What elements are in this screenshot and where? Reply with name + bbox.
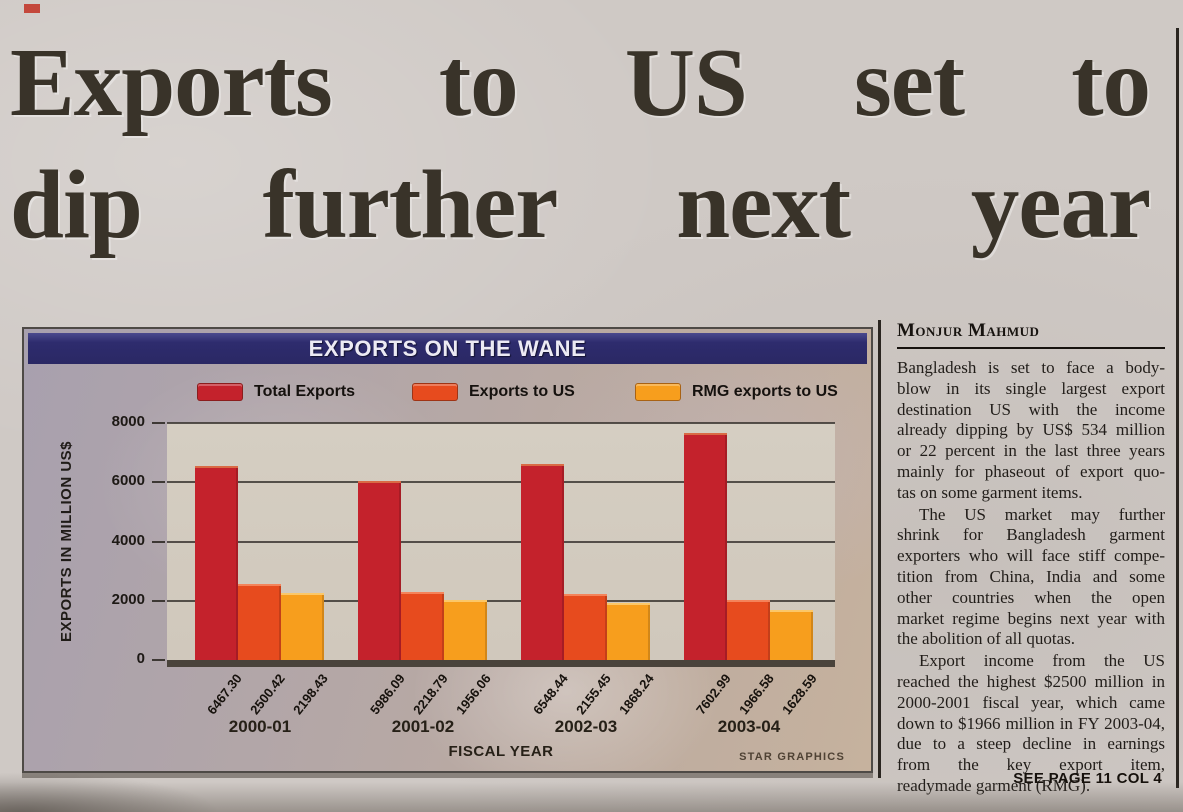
headline-line-1: Exports to US set to	[10, 29, 1151, 136]
y-tick-label: 0	[136, 650, 145, 667]
legend-item: RMG exports to US	[635, 381, 838, 403]
bar-value-label: 2155.45	[573, 671, 614, 718]
print-registration-mark	[24, 4, 40, 13]
corner-shadow	[0, 772, 220, 812]
gridline	[167, 422, 835, 424]
column-rule-left	[878, 320, 881, 778]
article-column: Monjur Mahmud Bangladesh is set to face …	[897, 320, 1165, 798]
article-line: 2000-2001 fiscal year, which came	[897, 692, 1165, 712]
article-line: Bangladesh is set to face a body-	[897, 358, 1165, 377]
article-line: Export income from the US	[919, 651, 1165, 671]
legend-item: Exports to US	[412, 381, 575, 403]
gridline	[167, 599, 835, 602]
headline-line-2: dip further next year	[10, 151, 1151, 258]
article-line: destination US with the income	[897, 399, 1165, 419]
bar	[238, 583, 281, 660]
bar-value-label: 1966.58	[736, 671, 777, 718]
bar-value-label: 1868.24	[616, 671, 657, 718]
article-line: or 22 percent in the last three years	[897, 441, 1165, 461]
y-tick-mark	[152, 540, 165, 543]
chart-credit: STAR GRAPHICS	[739, 751, 845, 763]
y-axis-title: EXPORTS IN MILLION US$	[58, 440, 75, 643]
article-line: due to a steep decline in earnings	[897, 734, 1165, 754]
article-byline: Monjur Mahmud	[897, 320, 1040, 341]
article-body: Bangladesh is set to face a body-blow in…	[897, 358, 1165, 797]
category-label: 2001-02	[391, 717, 455, 736]
bar	[521, 464, 564, 660]
exports-chart-panel: EXPORTS ON THE WANE Total Exports Exports…	[22, 327, 873, 773]
legend-swatch-icon	[197, 383, 243, 401]
byline-rule	[897, 347, 1165, 349]
bar	[358, 480, 401, 660]
bar-value-label: 1956.06	[453, 671, 494, 718]
category-label: 2003-04	[717, 717, 781, 736]
article-line: market regime begins next year with	[897, 608, 1165, 628]
bar	[727, 599, 770, 660]
y-tick-label: 2000	[111, 590, 145, 608]
article-paragraph: Bangladesh is set to face a body-blow in…	[897, 358, 1165, 504]
y-tick-mark	[152, 422, 165, 424]
article-line: exporters who will face stiff compe-	[897, 546, 1165, 566]
article-line: reached the highest $2500 million in	[897, 671, 1165, 691]
article-line: tas on some garment items.	[897, 482, 1083, 502]
article-line: already dipping by US$ 534 million	[897, 420, 1165, 440]
y-tick-mark	[152, 659, 165, 661]
bar-value-label: 5986.09	[367, 671, 408, 718]
continuation-note: SEE PAGE 11 COL 4	[1013, 770, 1162, 787]
x-axis-title: FISCAL YEAR	[448, 743, 554, 760]
legend-item: Total Exports	[197, 381, 355, 403]
bar	[401, 592, 444, 660]
article-line: from the key export item,	[897, 755, 1165, 775]
article-paragraph: The US market may further shrink for Bang…	[897, 505, 1165, 651]
legend-label: RMG exports to US	[692, 383, 838, 400]
legend-swatch-icon	[412, 383, 458, 401]
category-label: 2000-01	[228, 717, 292, 736]
bar-value-label: 6467.30	[204, 671, 245, 718]
bar	[195, 466, 238, 660]
gridline	[167, 540, 835, 543]
bar-value-label: 2500.42	[247, 671, 288, 718]
headline: Exports to US set to dip further next ye…	[10, 22, 1151, 266]
bar	[684, 432, 727, 660]
article-line: down to $1966 million in FY 2003-04,	[897, 713, 1165, 733]
bar	[770, 609, 813, 660]
y-tick-mark	[152, 481, 165, 484]
y-tick-label: 6000	[111, 472, 145, 490]
article-line: tition from China, India and some	[897, 566, 1165, 586]
bar-value-label: 6548.44	[530, 671, 571, 718]
article-line: the abolition of all quotas.	[897, 629, 1075, 649]
bar-value-label: 1628.59	[779, 671, 820, 718]
plot-area: FISCAL YEAR 0 2000 4000 6000 8000 6467.30 2500…	[112, 413, 835, 760]
legend-label: Exports to US	[469, 383, 575, 400]
bar	[607, 602, 650, 660]
legend-label: Total Exports	[254, 383, 356, 400]
article-paragraph: Export income from the US reached the hig…	[897, 651, 1165, 797]
bar-value-label: 2218.79	[410, 671, 451, 718]
article-line: mainly for phaseout of export quo-	[897, 461, 1165, 481]
article-line: blow in its single largest export	[897, 378, 1165, 398]
legend-swatch-icon	[635, 383, 681, 401]
bar-value-label: 2198.43	[290, 671, 331, 718]
bar	[564, 594, 607, 660]
article-line: shrink for Bangladesh garment	[897, 525, 1165, 545]
article-line: other countries when the open	[897, 587, 1165, 607]
gridline	[167, 481, 835, 484]
chart-title: EXPORTS ON THE WANE	[308, 335, 587, 361]
article-line: readymade garment (RMG).	[897, 776, 1165, 797]
y-tick-label: 8000	[111, 413, 145, 430]
column-rule-right	[1176, 28, 1179, 788]
bar	[444, 600, 487, 660]
y-tick-mark	[152, 599, 165, 602]
article-line: The US market may further	[919, 504, 1165, 524]
category-label: 2002-03	[554, 717, 618, 736]
bar-value-label: 7602.99	[693, 671, 734, 718]
y-tick-label: 4000	[111, 531, 145, 549]
chart-title-band: EXPORTS ON THE WANE	[28, 333, 867, 364]
bar	[281, 592, 324, 660]
